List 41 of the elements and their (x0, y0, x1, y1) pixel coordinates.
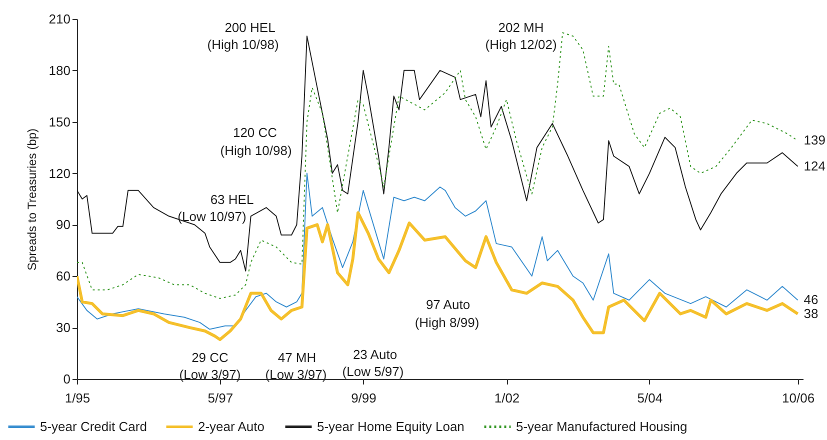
legend-label: 5-year Manufactured Housing (516, 418, 688, 434)
annotation: 202 MH (498, 20, 544, 35)
annotation: 47 MH (278, 350, 316, 365)
x-tick-label: 5/04 (637, 390, 663, 406)
annotation: 38 (804, 306, 818, 321)
annotation: 200 HEL (224, 20, 276, 35)
annotation: (Low 3/97) (179, 367, 241, 382)
x-tick-label: 1/95 (64, 390, 90, 406)
annotation: 63 HEL (210, 192, 254, 207)
line-series (77, 211, 800, 342)
y-tick-label: 90 (56, 217, 70, 232)
y-tick-label: 180 (48, 62, 70, 78)
annotation: (Low 5/97) (342, 364, 404, 379)
y-tick-label: 210 (48, 12, 70, 26)
y-tick-label: 30 (56, 320, 70, 336)
y-tick-label: 0 (63, 372, 70, 386)
line-series (77, 172, 798, 330)
y-tick-label: 150 (48, 114, 70, 130)
annotation: (High 10/98) (207, 37, 279, 52)
y-axis-title: Spreads to Treasuries (bp) (24, 128, 39, 271)
annotation: 120 CC (232, 125, 278, 140)
y-tick-label: 60 (56, 268, 70, 284)
annotation: (Low 10/97) (178, 209, 246, 224)
annotation: 139 (804, 132, 826, 148)
legend-label: 2-year Auto (198, 418, 264, 434)
x-tick-label: 10/06 (782, 390, 815, 406)
annotation: (High 12/02) (485, 37, 557, 52)
x-tick-label: 9/99 (351, 390, 376, 406)
annotation: 46 (804, 292, 818, 308)
x-tick-label: 1/02 (494, 390, 520, 406)
annotation: (Low 3/97) (265, 367, 327, 382)
x-tick-label: 5/97 (208, 390, 234, 406)
annotation: (High 8/99) (414, 315, 480, 330)
annotation: 97 Auto (426, 297, 470, 312)
annotation: (High 10/98) (220, 143, 292, 158)
y-tick-label: 120 (48, 166, 70, 181)
legend-label: 5-year Home Equity Loan (317, 418, 464, 434)
annotation: 29 CC (192, 350, 228, 365)
annotation: 23 Auto (352, 347, 398, 362)
legend-label: 5-year Credit Card (40, 418, 147, 434)
annotation: 124 (804, 158, 826, 174)
